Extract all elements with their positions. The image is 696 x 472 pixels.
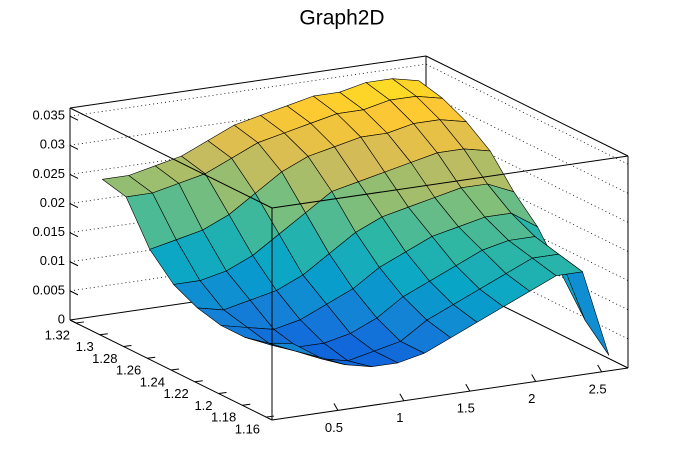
y-tick-label: 1.16 — [235, 421, 260, 436]
z-tick-label: 0.02 — [40, 195, 65, 210]
x-tick-label: 1.5 — [457, 401, 475, 416]
y-tick-label: 1.28 — [92, 351, 117, 366]
y-tick — [75, 321, 85, 324]
x-tick-label: 2.5 — [589, 381, 607, 396]
y-tick — [265, 415, 275, 418]
y-tick-label: 1.3 — [76, 339, 94, 354]
box-edge — [271, 155, 629, 209]
z-tick — [69, 173, 79, 179]
box-edge — [271, 367, 629, 421]
x-tick — [399, 393, 405, 401]
y-tick-label: 1.22 — [163, 386, 188, 401]
z-tick-label: 0.005 — [32, 282, 65, 297]
z-tick — [69, 232, 79, 238]
box-edge — [69, 107, 273, 209]
z-tick — [69, 203, 79, 208]
y-tick — [218, 392, 227, 395]
z-tick — [69, 290, 79, 296]
y-tick-label: 1.32 — [45, 327, 70, 342]
y-tick-label: 1.24 — [140, 374, 165, 389]
x-tick — [597, 364, 603, 373]
x-tick — [531, 374, 537, 382]
y-tick-label: 1.18 — [211, 410, 236, 425]
z-tick — [69, 144, 79, 150]
z-tick-label: 0.035 — [32, 108, 65, 123]
z-tick-label: 0.015 — [32, 224, 65, 239]
box-edge — [425, 55, 629, 157]
x-tick-label: 1 — [396, 410, 403, 425]
x-tick — [465, 383, 471, 392]
chart-title: Graph2D — [299, 7, 384, 30]
z-tick-label: 0 — [58, 311, 65, 326]
y-tick — [170, 368, 180, 371]
z-tick-label: 0.03 — [40, 137, 65, 152]
y-tick — [99, 333, 108, 336]
x-tick-label: 2 — [528, 391, 535, 406]
z-tick — [69, 261, 79, 267]
y-tick — [147, 356, 156, 359]
z-tick — [69, 115, 79, 121]
y-tick — [194, 380, 203, 383]
x-tick — [333, 403, 339, 411]
box-edge — [69, 55, 427, 109]
z-tick-label: 0.01 — [40, 253, 65, 268]
x-tick-label: 0.5 — [325, 420, 343, 435]
y-tick — [242, 403, 251, 406]
surface — [102, 78, 610, 368]
y-tick-label: 1.26 — [116, 363, 141, 378]
y-tick-label: 1.2 — [194, 398, 212, 413]
surface-cell — [268, 342, 320, 358]
z-tick-label: 0.025 — [32, 166, 65, 181]
y-tick — [123, 344, 132, 347]
